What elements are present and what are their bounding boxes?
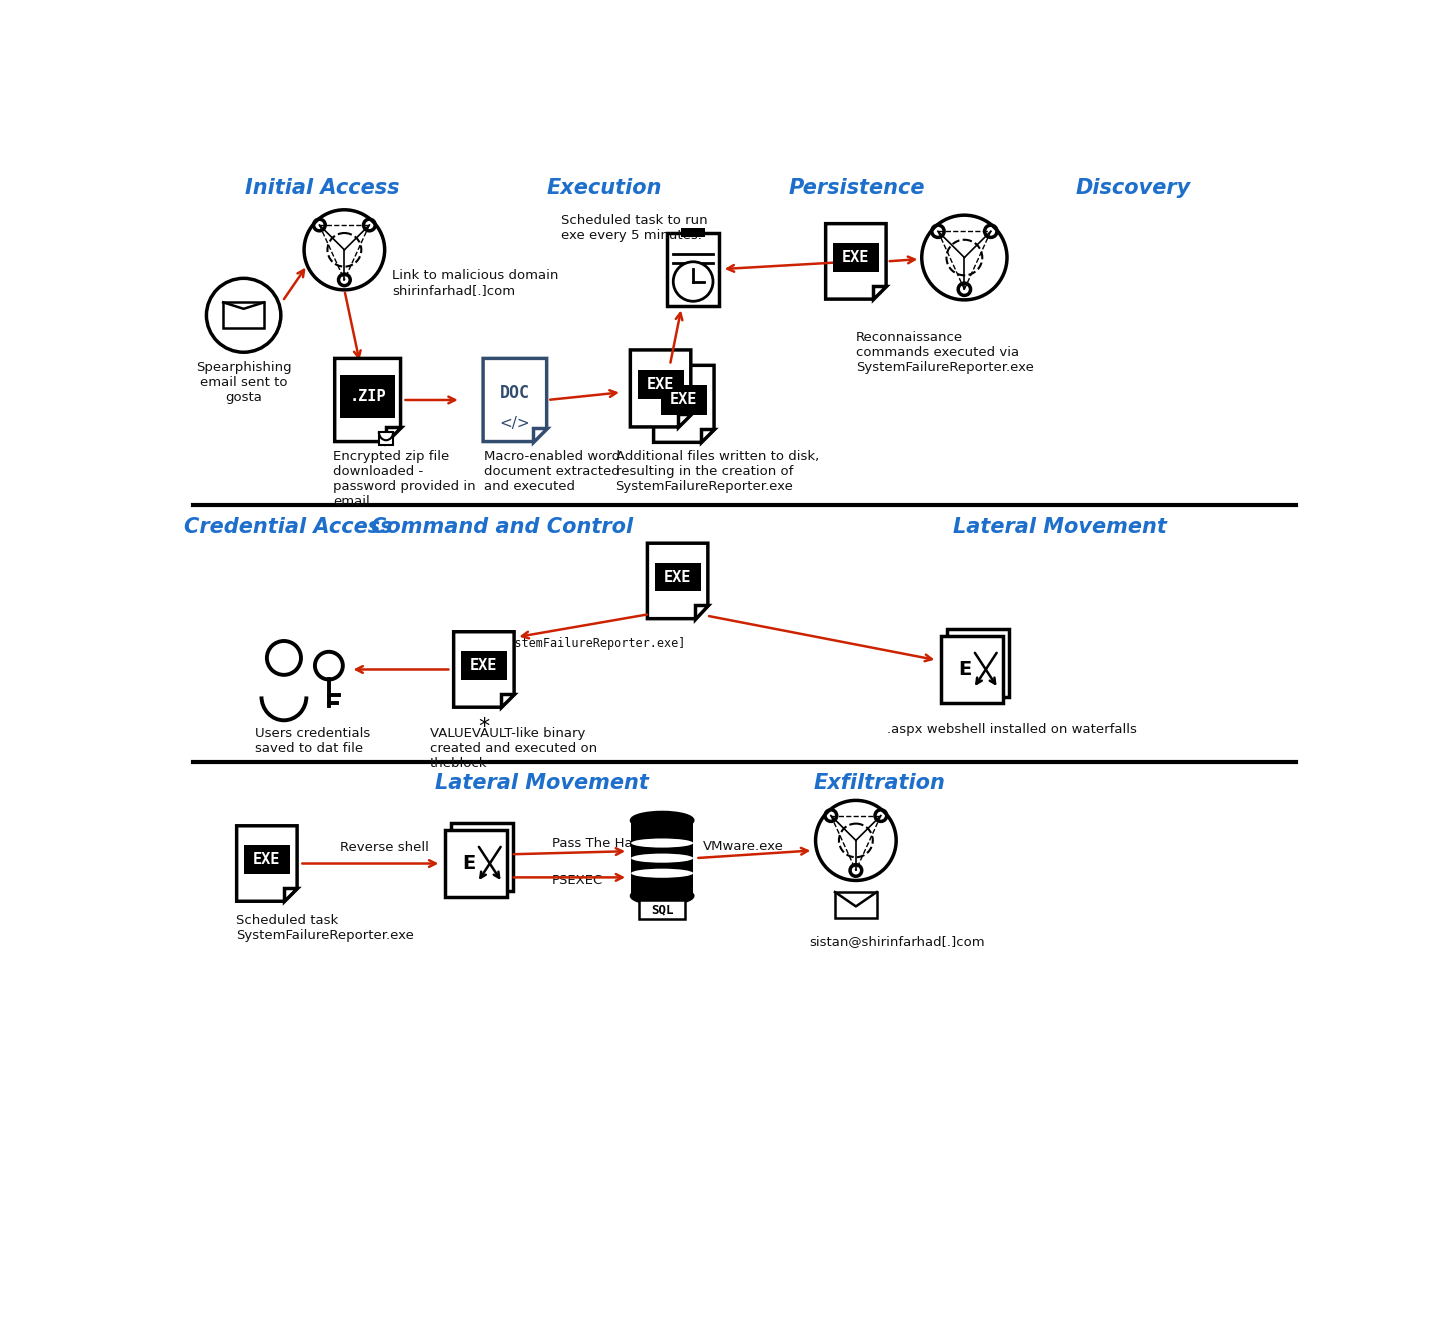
Text: DOC: DOC — [500, 384, 530, 402]
Text: Reverse shell: Reverse shell — [340, 841, 430, 855]
Ellipse shape — [631, 812, 693, 829]
Bar — [224, 302, 264, 328]
Polygon shape — [283, 888, 296, 902]
Polygon shape — [825, 223, 886, 300]
Ellipse shape — [631, 887, 693, 905]
Text: EXE: EXE — [253, 852, 280, 867]
FancyBboxPatch shape — [947, 629, 1010, 698]
FancyBboxPatch shape — [833, 243, 879, 271]
Text: Link to malicious domain
shirinfarhad[.]com: Link to malicious domain shirinfarhad[.]… — [392, 269, 559, 297]
Polygon shape — [700, 429, 713, 442]
Text: [SystemFailureReporter.exe]: [SystemFailureReporter.exe] — [494, 637, 686, 650]
Text: Exfiltration: Exfiltration — [814, 773, 946, 793]
Text: Encrypted zip file
downloaded -
password provided in
email: Encrypted zip file downloaded - password… — [333, 450, 475, 508]
Text: Execution: Execution — [546, 179, 661, 198]
Text: EXE: EXE — [647, 378, 674, 392]
Text: Credential Access: Credential Access — [185, 517, 392, 538]
Text: Reconnaissance
commands executed via
SystemFailureReporter.exe: Reconnaissance commands executed via Sys… — [856, 331, 1033, 374]
Circle shape — [673, 262, 713, 301]
Circle shape — [206, 278, 280, 352]
Text: Lateral Movement: Lateral Movement — [434, 773, 649, 793]
Text: E: E — [958, 660, 971, 679]
Text: Additional files written to disk,
resulting in the creation of
SystemFailureRepo: Additional files written to disk, result… — [616, 450, 819, 493]
Polygon shape — [237, 825, 296, 902]
Polygon shape — [654, 366, 713, 442]
FancyBboxPatch shape — [667, 233, 719, 305]
Text: EXE: EXE — [670, 392, 697, 407]
FancyBboxPatch shape — [244, 845, 289, 874]
Polygon shape — [453, 632, 514, 707]
Polygon shape — [631, 349, 690, 427]
FancyBboxPatch shape — [340, 375, 395, 418]
Text: Spearphishing
email sent to
gosta: Spearphishing email sent to gosta — [196, 362, 292, 405]
Polygon shape — [533, 427, 546, 442]
FancyBboxPatch shape — [655, 563, 700, 591]
FancyBboxPatch shape — [661, 386, 706, 414]
Polygon shape — [482, 359, 546, 442]
Text: Scheduled task
SystemFailureReporter.exe: Scheduled task SystemFailureReporter.exe — [235, 914, 414, 942]
Text: EXE: EXE — [471, 659, 497, 673]
Bar — [835, 892, 876, 918]
Polygon shape — [695, 605, 708, 618]
Text: PSEXEC: PSEXEC — [552, 874, 603, 887]
Text: VALUEVAULT-like binary
created and executed on
theblock: VALUEVAULT-like binary created and execu… — [430, 727, 597, 770]
Text: Macro-enabled word
document extracted
and executed: Macro-enabled word document extracted an… — [484, 450, 620, 493]
Text: Command and Control: Command and Control — [372, 517, 634, 538]
Polygon shape — [648, 543, 708, 618]
Text: SQL: SQL — [651, 903, 673, 917]
Polygon shape — [501, 694, 514, 707]
FancyBboxPatch shape — [452, 824, 513, 891]
Text: VMware.exe: VMware.exe — [702, 840, 783, 852]
FancyBboxPatch shape — [942, 636, 1003, 703]
Text: sistan@shirinfarhad[.]com: sistan@shirinfarhad[.]com — [809, 935, 985, 948]
Text: Initial Access: Initial Access — [246, 179, 400, 198]
Polygon shape — [873, 286, 886, 300]
FancyBboxPatch shape — [639, 899, 686, 919]
Text: .ZIP: .ZIP — [349, 390, 386, 405]
Text: Scheduled task to run
exe every 5 minutes.: Scheduled task to run exe every 5 minute… — [561, 214, 708, 242]
Text: Persistence: Persistence — [789, 179, 926, 198]
Text: E: E — [462, 853, 475, 874]
Text: EXE: EXE — [843, 250, 869, 265]
Text: Lateral Movement: Lateral Movement — [953, 517, 1167, 538]
Polygon shape — [386, 427, 401, 442]
Text: Users credentials
saved to dat file: Users credentials saved to dat file — [256, 727, 371, 755]
Text: EXE: EXE — [664, 570, 692, 585]
Polygon shape — [334, 359, 401, 442]
Text: </>: </> — [500, 415, 530, 431]
Text: Discovery: Discovery — [1075, 179, 1191, 198]
Text: Pass The Hash: Pass The Hash — [552, 837, 648, 851]
Text: *: * — [478, 718, 490, 738]
Ellipse shape — [631, 839, 693, 848]
Text: .aspx webshell installed on waterfalls: .aspx webshell installed on waterfalls — [886, 723, 1136, 737]
FancyBboxPatch shape — [445, 829, 507, 898]
FancyBboxPatch shape — [379, 431, 394, 445]
Bar — [631, 820, 693, 896]
FancyBboxPatch shape — [681, 228, 705, 237]
Polygon shape — [677, 414, 690, 427]
FancyBboxPatch shape — [638, 370, 683, 399]
Ellipse shape — [631, 853, 693, 863]
FancyBboxPatch shape — [461, 652, 507, 680]
Ellipse shape — [631, 868, 693, 878]
